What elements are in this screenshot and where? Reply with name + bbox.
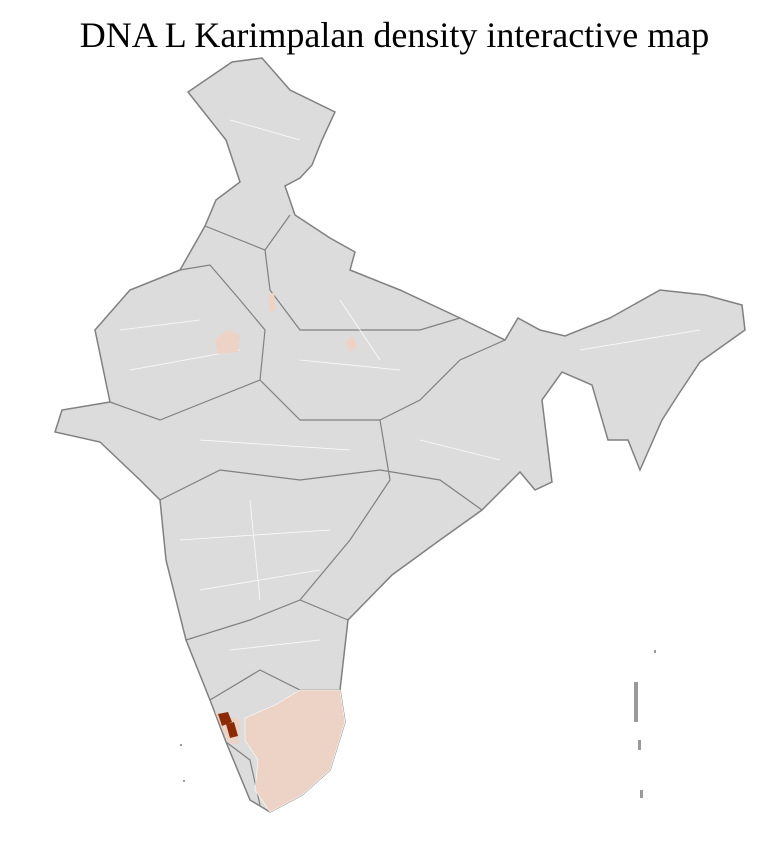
district-borders	[119, 119, 701, 651]
andaman-nicobar-islands	[634, 650, 656, 798]
region-south-low-density[interactable]	[244, 689, 346, 813]
map-title: DNA L Karimpalan density interactive map	[79, 15, 710, 55]
country-outline	[54, 57, 746, 813]
district-up-low-density[interactable]	[345, 336, 358, 352]
district-high-density-2[interactable]	[226, 722, 238, 738]
lakshadweep-islands	[180, 744, 185, 782]
district-haryana-low-density[interactable]	[268, 292, 276, 312]
district-rajasthan-low-density[interactable]	[215, 330, 240, 354]
district-high-density-1[interactable]	[218, 712, 232, 726]
